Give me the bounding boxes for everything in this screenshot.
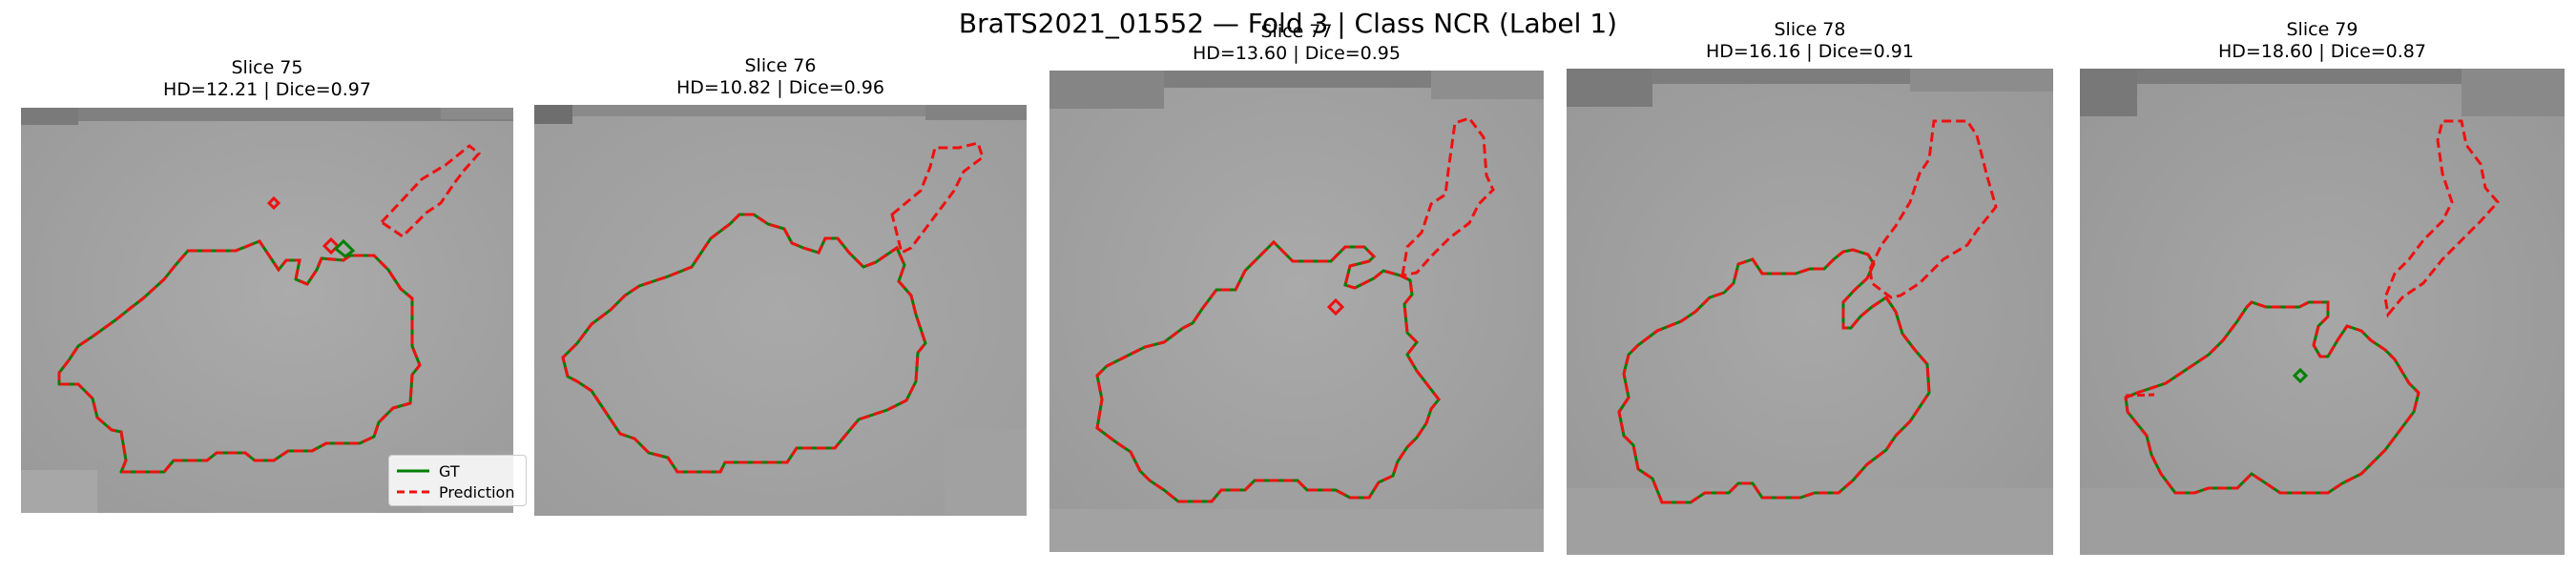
prediction-false-positive xyxy=(1868,119,1998,299)
mri-slice-image xyxy=(2080,69,2565,555)
contour-overlay xyxy=(21,108,513,513)
metrics-label: HD=18.60 | Dice=0.87 xyxy=(2218,41,2426,62)
slice-label: Slice 77 xyxy=(1260,21,1333,42)
prediction-false-positive xyxy=(1401,116,1495,277)
panel-title: Slice 79 HD=18.60 | Dice=0.87 xyxy=(2080,19,2565,63)
legend-item-prediction: Prediction xyxy=(397,482,514,501)
mri-slice-image xyxy=(1567,69,2053,555)
prediction-false-positive xyxy=(2383,119,2501,318)
legend-prediction-label: Prediction xyxy=(439,482,515,501)
legend-gt-line-icon xyxy=(397,469,429,473)
metrics-label: HD=12.21 | Dice=0.97 xyxy=(163,79,371,100)
figure-title: BraTS2021_01552 — Fold 3 | Class NCR (La… xyxy=(958,8,1618,39)
metrics-label: HD=16.16 | Dice=0.91 xyxy=(1706,41,1914,62)
slice-label: Slice 76 xyxy=(744,55,817,76)
prediction-contour xyxy=(1617,248,1931,504)
contour-overlay xyxy=(1567,69,2053,555)
legend: GT Prediction xyxy=(388,455,527,506)
panel-title: Slice 78 HD=16.16 | Dice=0.91 xyxy=(1567,19,2053,63)
panel-slice-77: Slice 77 HD=13.60 | Dice=0.95 xyxy=(1049,0,1544,553)
mri-slice-image xyxy=(21,108,513,513)
prediction-contour xyxy=(57,239,422,474)
contour-overlay xyxy=(534,105,1027,516)
prediction-contour xyxy=(561,213,927,474)
legend-prediction-dash-icon xyxy=(397,490,429,494)
panel-slice-79: Slice 79 HD=18.60 | Dice=0.87 xyxy=(2080,0,2565,558)
legend-gt-label: GT xyxy=(439,461,460,480)
panel-slice-76: Slice 76 HD=10.82 | Dice=0.96 xyxy=(534,0,1027,520)
panel-title: Slice 75 HD=12.21 | Dice=0.97 xyxy=(21,57,513,101)
contour-overlay xyxy=(1049,71,1544,552)
slice-label: Slice 79 xyxy=(2286,19,2358,40)
slice-label: Slice 78 xyxy=(1774,19,1846,40)
mri-slice-image xyxy=(1049,71,1544,552)
slice-label: Slice 75 xyxy=(231,57,303,78)
metrics-label: HD=13.60 | Dice=0.95 xyxy=(1193,43,1401,64)
panel-title: Slice 77 HD=13.60 | Dice=0.95 xyxy=(1049,21,1544,65)
prediction-false-positive xyxy=(890,141,985,255)
metrics-label: HD=10.82 | Dice=0.96 xyxy=(676,77,884,98)
panel-slice-78: Slice 78 HD=16.16 | Dice=0.91 xyxy=(1567,0,2053,558)
legend-item-gt: GT xyxy=(397,461,460,480)
prediction-contour xyxy=(2124,300,2420,495)
contour-overlay xyxy=(2080,69,2565,555)
prediction-false-positive xyxy=(379,144,482,238)
panel-title: Slice 76 HD=10.82 | Dice=0.96 xyxy=(534,55,1027,99)
panel-slice-75: Slice 75 HD=12.21 | Dice=0.97 xyxy=(21,0,527,515)
mri-slice-image xyxy=(534,105,1027,516)
prediction-contour xyxy=(1095,239,1441,503)
